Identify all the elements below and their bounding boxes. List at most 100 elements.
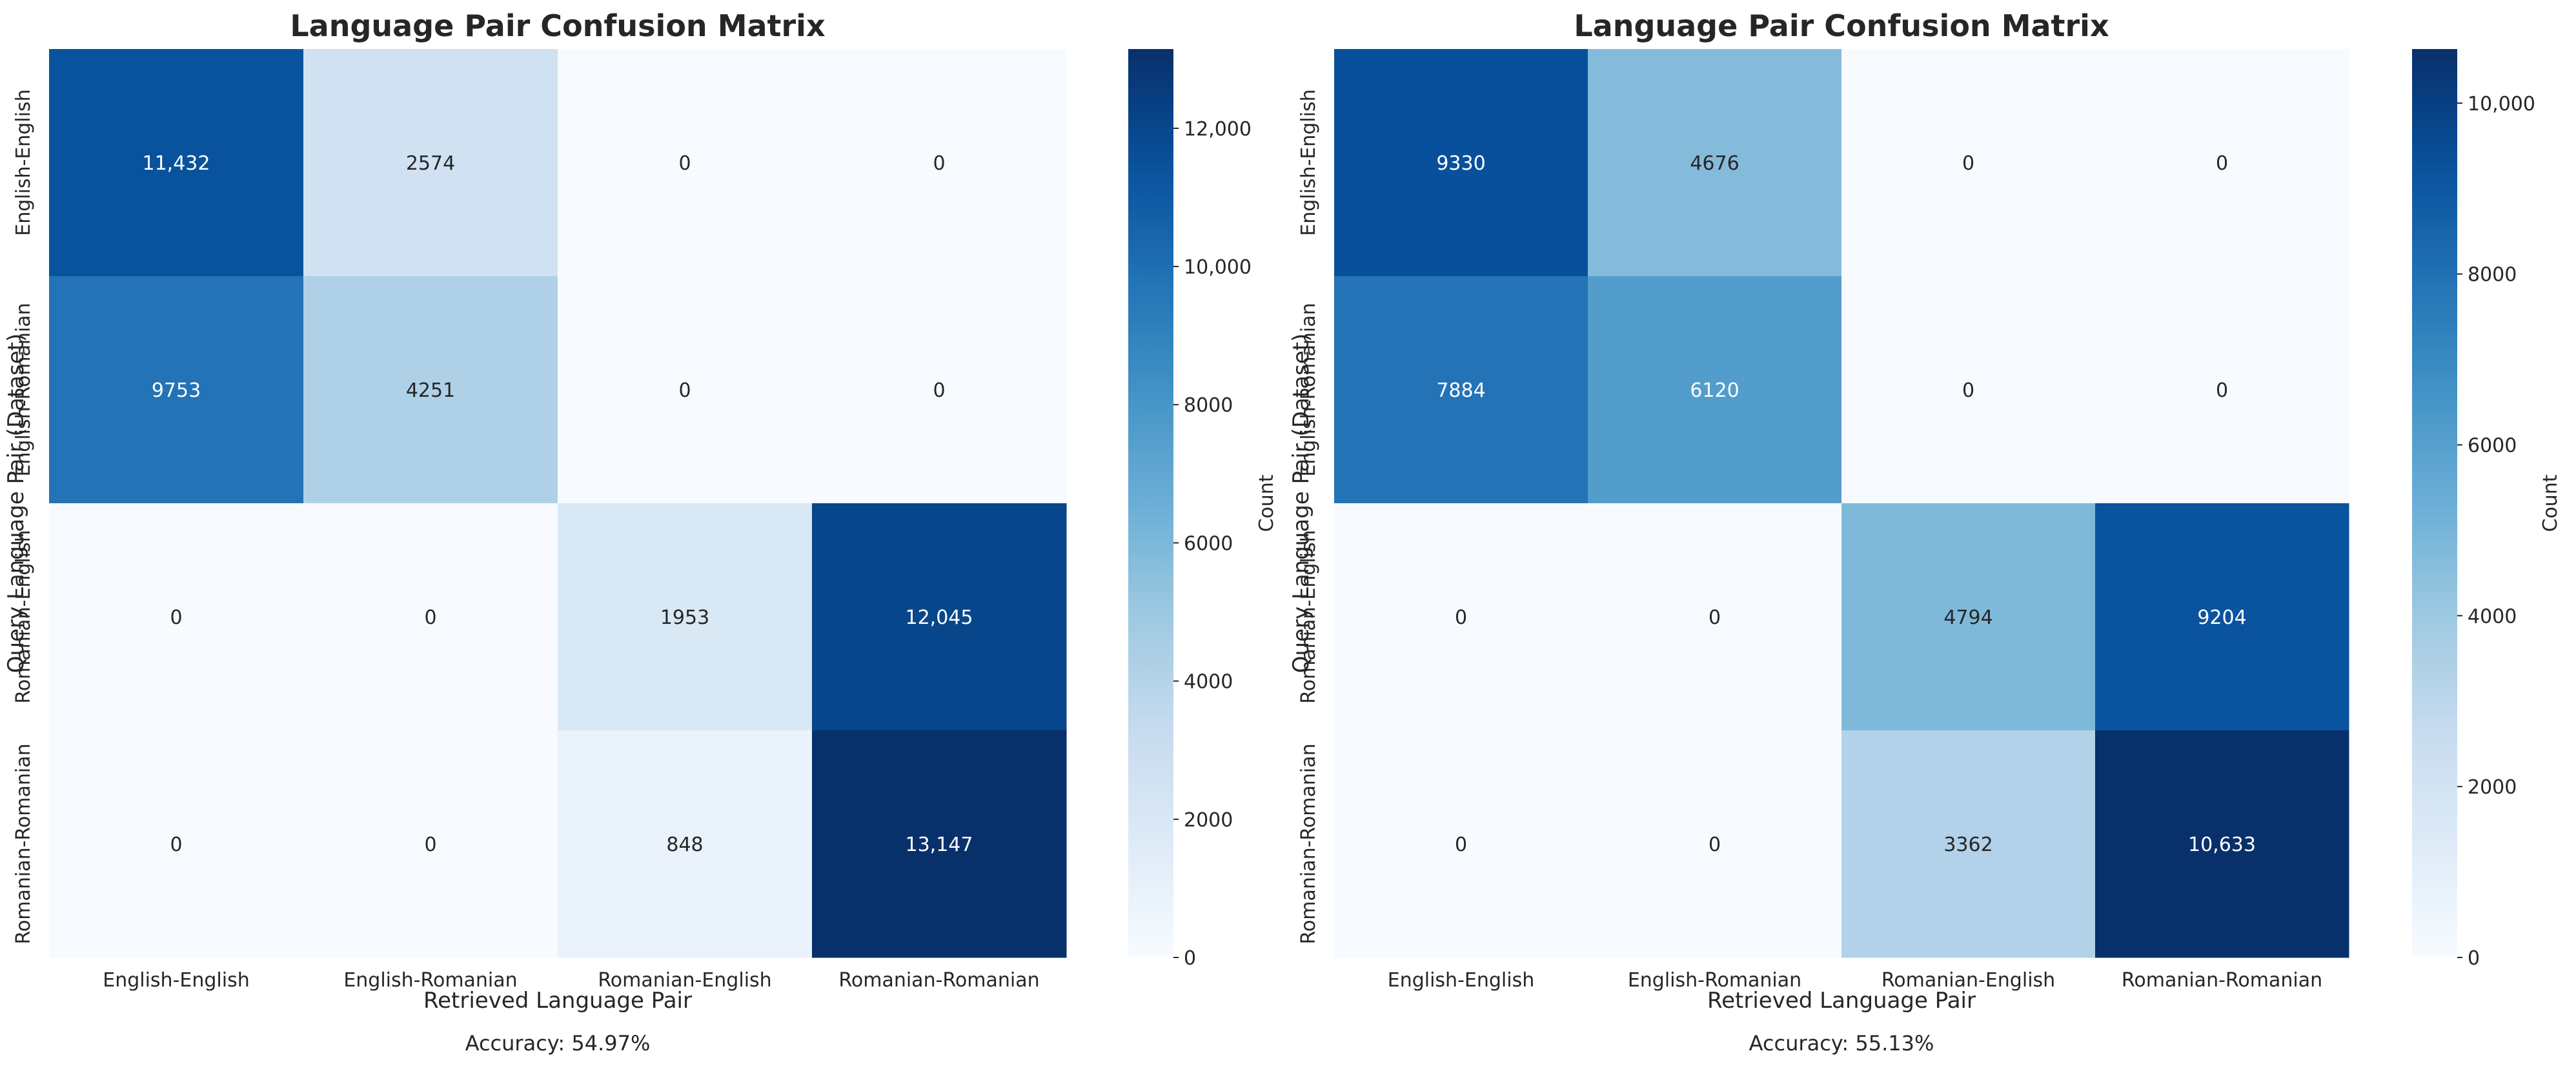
cell-value-label: 0 [1962, 152, 1974, 175]
y-axis-label: Query Language Pair (Dataset) [3, 334, 29, 673]
heatmap-cell [49, 276, 304, 504]
x-tick-label: English-English [1388, 969, 1534, 992]
heatmap-cell [1334, 503, 1588, 731]
heatmap-cell [812, 503, 1067, 731]
cell-value-label: 0 [678, 152, 691, 175]
y-tick-label: English-English [12, 89, 35, 235]
heatmap-cell [558, 730, 813, 958]
accuracy-annotation: Accuracy: 55.13% [1749, 1031, 1934, 1056]
heatmap-cell [1588, 49, 1842, 277]
x-tick-label: English-Romanian [343, 969, 517, 992]
cell-value-label: 6120 [1690, 379, 1739, 402]
heatmap-cell [49, 503, 304, 731]
cell-value-label: 0 [2216, 379, 2228, 402]
x-tick-label: Romanian-Romanian [838, 969, 1039, 992]
cell-value-label: 0 [2216, 152, 2228, 175]
cell-value-label: 2574 [406, 152, 455, 175]
heatmap-cell [1841, 503, 2096, 731]
x-tick-label: Romanian-English [598, 969, 771, 992]
y-axis-label: Query Language Pair (Dataset) [1288, 334, 1314, 673]
heatmap-cell [1588, 503, 1842, 731]
heatmap-cell [1841, 49, 2096, 277]
cell-value-label: 0 [933, 152, 945, 175]
y-tick-label: English-English [1297, 89, 1320, 235]
cell-value-label: 0 [1709, 834, 1721, 856]
chart-title: Language Pair Confusion Matrix [1574, 8, 2109, 43]
cell-value-label: 1953 [660, 606, 709, 629]
heatmap-cell [2095, 276, 2349, 504]
heatmap-cell [812, 730, 1067, 958]
cell-value-label: 0 [170, 834, 182, 856]
accuracy-annotation: Accuracy: 54.97% [465, 1031, 651, 1056]
y-tick-label: Romanian-English [1297, 530, 1320, 703]
heatmap-cell [1334, 276, 1588, 504]
x-tick-label: Romanian-English [1881, 969, 2055, 992]
colorbar-label: Count [2539, 474, 2562, 532]
colorbar-tick-label: 8000 [1184, 394, 1233, 417]
cell-value-label: 12,045 [906, 606, 973, 629]
cell-value-label: 848 [666, 834, 703, 856]
colorbar-tick-label: 12,000 [1184, 118, 1252, 141]
heatmap-cell [49, 730, 304, 958]
x-axis-label: Retrieved Language Pair [1707, 988, 1976, 1014]
x-tick-label: English-English [103, 969, 249, 992]
y-tick-label: English-Romanian [12, 303, 35, 476]
cell-value-label: 0 [1455, 834, 1467, 856]
colorbar-tick-label: 4000 [1184, 671, 1233, 694]
heatmap-cell [2095, 730, 2349, 958]
heatmap-cell [1588, 730, 1842, 958]
cell-value-label: 0 [678, 379, 691, 402]
colorbar-tick-label: 6000 [1184, 532, 1233, 555]
cell-value-label: 10,633 [2188, 834, 2256, 856]
cell-value-label: 4676 [1690, 152, 1739, 175]
heatmap-cell [1588, 276, 1842, 504]
y-tick-label: Romanian-English [12, 530, 35, 703]
heatmap-cell [1334, 730, 1588, 958]
cell-value-label: 0 [424, 834, 436, 856]
cell-value-label: 0 [1962, 379, 1974, 402]
colorbar-tick-label: 10,000 [1184, 256, 1252, 279]
heatmap-cell [2095, 49, 2349, 277]
cell-value-label: 0 [1455, 606, 1467, 629]
colorbar-tick-label: 8000 [2468, 264, 2517, 286]
y-tick-label: Romanian-Romanian [1297, 743, 1320, 944]
heatmap-cell [1841, 730, 2096, 958]
cell-value-label: 4251 [406, 379, 455, 402]
x-tick-label: English-Romanian [1628, 969, 1801, 992]
cell-value-label: 9330 [1436, 152, 1485, 175]
cell-value-label: 13,147 [906, 834, 973, 856]
colorbar-label: Count [1255, 474, 1278, 532]
heatmap-cell [558, 503, 813, 731]
colorbar-tick-label: 4000 [2468, 605, 2517, 628]
heatmap-cell [558, 276, 813, 504]
cell-value-label: 11,432 [143, 152, 210, 175]
heatmap-cell [303, 276, 558, 504]
y-tick-label: English-Romanian [1297, 303, 1320, 476]
heatmap-cell [1334, 49, 1588, 277]
heatmap-cell [812, 276, 1067, 504]
cell-value-label: 9753 [152, 379, 201, 402]
colorbar-tick-label: 6000 [2468, 434, 2517, 457]
y-tick-label: Romanian-Romanian [12, 743, 35, 944]
cell-value-label: 0 [424, 606, 436, 629]
heatmap-panel-1: Language Pair Confusion Matrix 11,432 2574… [3, 8, 1278, 1056]
heatmap-cell [558, 49, 813, 277]
cell-value-label: 0 [1709, 606, 1721, 629]
cell-value-label: 0 [933, 379, 945, 402]
colorbar-tick-label: 0 [1184, 947, 1196, 970]
cell-value-label: 4794 [1943, 606, 1993, 629]
colorbar-tick-label: 10,000 [2468, 93, 2535, 115]
heatmap-cell [49, 49, 304, 277]
cell-value-label: 9204 [2197, 606, 2246, 629]
heatmap-cell [303, 730, 558, 958]
cell-value-label: 7884 [1436, 379, 1485, 402]
cell-value-label: 0 [170, 606, 182, 629]
heatmap-cell [2095, 503, 2349, 731]
heatmap-cell [812, 49, 1067, 277]
heatmap-cell [303, 503, 558, 731]
heatmap-cell [303, 49, 558, 277]
colorbar-tick-label: 2000 [2468, 776, 2517, 799]
x-axis-label: Retrieved Language Pair [423, 988, 692, 1014]
colorbar-tick-label: 2000 [1184, 809, 1233, 832]
